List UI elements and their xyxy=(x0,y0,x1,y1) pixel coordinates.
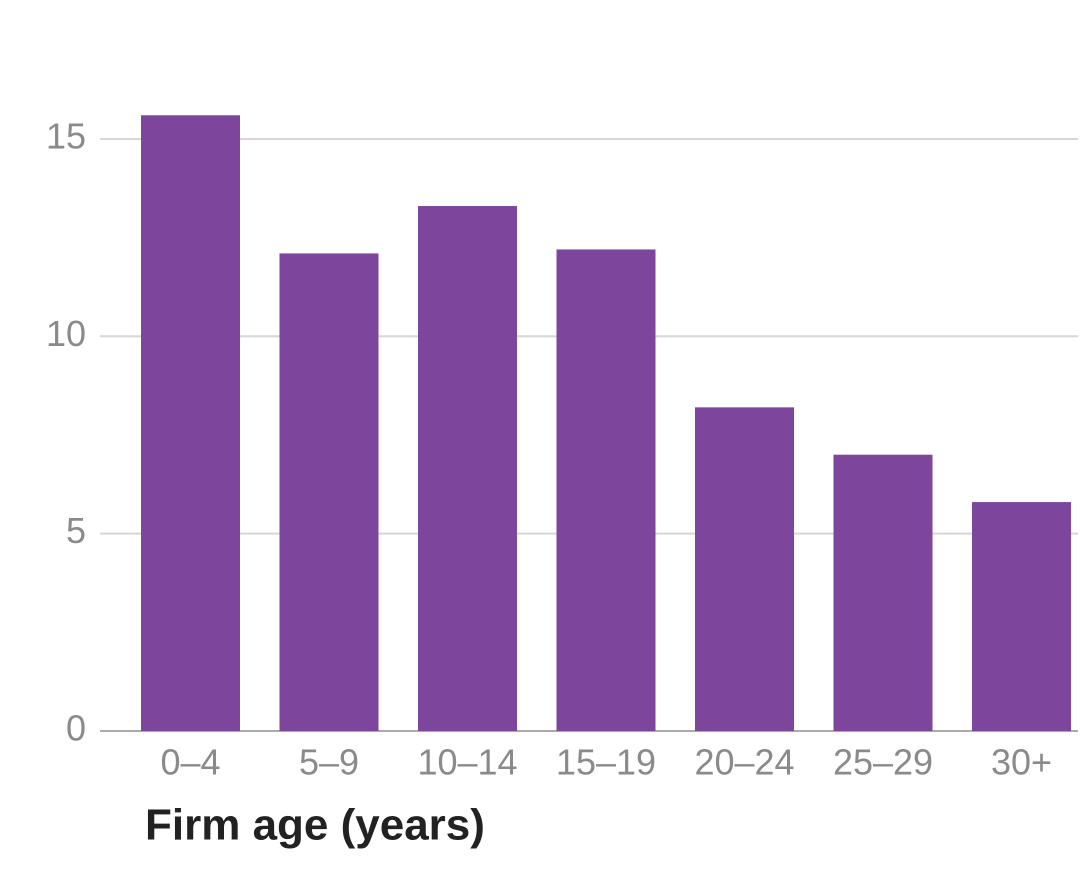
x-tick-label: 30+ xyxy=(991,742,1052,783)
bar xyxy=(695,407,794,731)
bar xyxy=(141,115,240,731)
bar xyxy=(972,502,1071,731)
x-tick-label: 15–19 xyxy=(556,742,656,783)
bar xyxy=(556,249,656,732)
x-axis-title: Firm age (years) xyxy=(145,801,485,850)
bar xyxy=(833,454,933,731)
y-tick-label: 0 xyxy=(66,708,86,749)
x-tick-label: 10–14 xyxy=(417,742,517,783)
x-tick-label: 0–4 xyxy=(160,742,220,783)
bar xyxy=(418,206,517,731)
bar xyxy=(279,253,379,731)
x-tick-label: 5–9 xyxy=(299,742,359,783)
y-tick-label: 10 xyxy=(46,313,86,354)
x-tick-label: 20–24 xyxy=(694,742,794,783)
y-tick-label: 5 xyxy=(66,510,86,551)
x-tick-label: 25–29 xyxy=(833,742,933,783)
y-tick-label: 15 xyxy=(46,115,86,156)
